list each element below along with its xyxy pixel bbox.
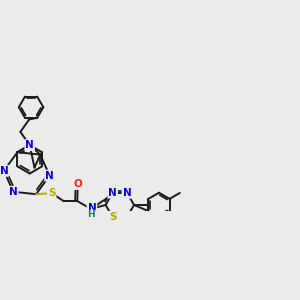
Text: N: N: [45, 171, 54, 181]
Text: S: S: [48, 188, 56, 198]
Text: N: N: [123, 188, 131, 198]
Text: S: S: [109, 212, 116, 222]
Text: N: N: [0, 166, 8, 176]
Text: N: N: [9, 187, 18, 197]
Text: N: N: [88, 203, 96, 213]
Text: O: O: [73, 179, 82, 189]
Text: N: N: [108, 188, 117, 198]
Text: N: N: [25, 140, 34, 150]
Text: H: H: [88, 210, 95, 219]
